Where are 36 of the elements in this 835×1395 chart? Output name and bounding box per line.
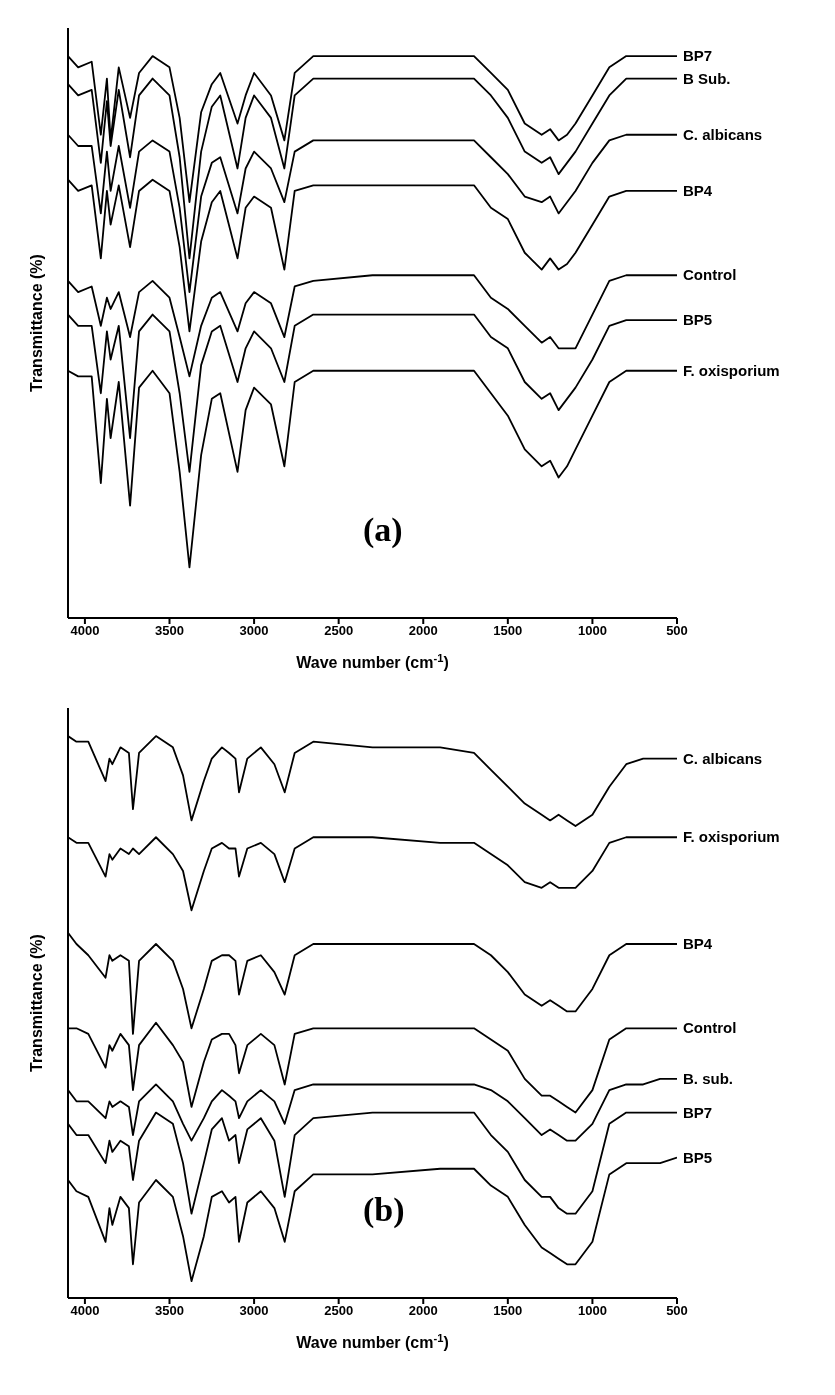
series-label: C. albicans — [683, 749, 763, 767]
series-label: BP7 — [683, 47, 713, 65]
series-label: F. oxisporium — [683, 361, 780, 379]
x-tick-label: 3500 — [155, 1303, 184, 1319]
x-tick-label: 500 — [666, 1303, 688, 1319]
series-label: F. oxisporium — [683, 828, 780, 846]
series-label: BP4 — [683, 181, 713, 199]
x-tick-label: 1000 — [577, 1303, 607, 1319]
x-tick-label: 2500 — [324, 1303, 354, 1319]
x-tick-label: 2500 — [324, 623, 354, 639]
x-tick-label: 1500 — [493, 1303, 523, 1319]
x-tick-label: 2000 — [408, 623, 438, 639]
series-label: Control — [683, 1019, 737, 1037]
x-tick-label: 3500 — [155, 623, 184, 639]
annotation: (b) — [363, 1191, 405, 1230]
x-tick-label: 4000 — [70, 1303, 100, 1319]
y-axis-title: Transmittance (%) — [28, 254, 45, 392]
x-tick-label: 2000 — [408, 1303, 438, 1319]
x-axis-title: Wave number (cm$^{-1}$) — [296, 1332, 449, 1351]
annotation: (a) — [363, 511, 403, 550]
x-tick-label: 3000 — [239, 623, 269, 639]
series-label: BP7 — [683, 1103, 713, 1121]
x-tick-label: 1000 — [577, 623, 607, 639]
series-label: BP5 — [683, 311, 713, 329]
x-tick-label: 500 — [666, 623, 688, 639]
series-label: B Sub. — [683, 69, 731, 87]
x-tick-label: 4000 — [70, 623, 100, 639]
series-label: B. sub. — [683, 1069, 734, 1087]
series-label: Control — [683, 266, 737, 284]
series-label: BP4 — [683, 935, 713, 952]
series-label: BP5 — [683, 1148, 713, 1166]
x-axis-title: Wave number (cm$^{-1}$) — [296, 652, 449, 671]
x-tick-label: 3000 — [239, 1303, 269, 1319]
y-axis-title: Transmittance (%) — [28, 934, 45, 1072]
x-tick-label: 1500 — [493, 623, 523, 639]
series-label: C. albicans — [683, 125, 763, 143]
